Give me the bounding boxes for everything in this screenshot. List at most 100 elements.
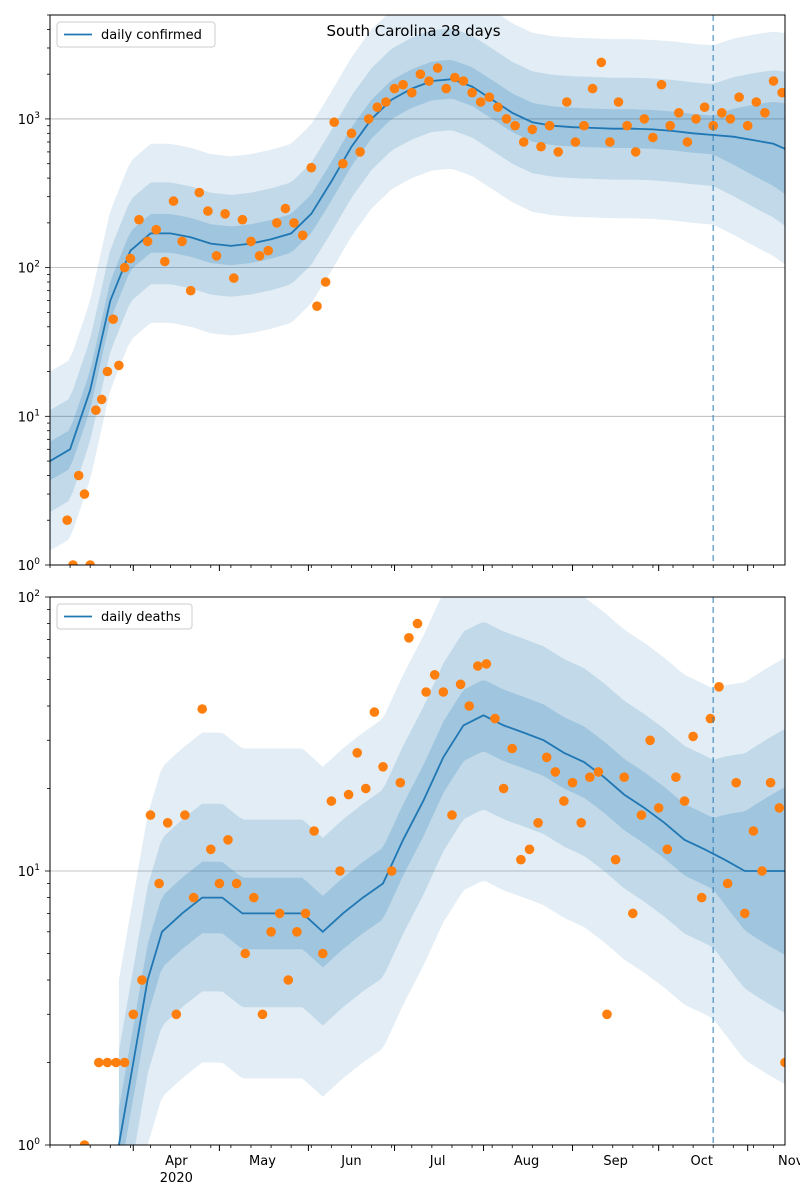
y-tick-label: 101 [18,408,40,425]
data-point [214,878,225,889]
data-point [645,735,655,746]
data-point [682,137,693,147]
uncertainty-band [118,597,785,1145]
data-point [662,844,673,855]
data-point [102,1057,113,1068]
data-point [102,366,113,377]
data-point [62,515,72,525]
data-point [742,120,753,131]
legend: daily confirmed [56,21,216,48]
data-point [507,743,517,754]
data-point [691,114,701,124]
data-point [524,844,535,855]
y-tick-label-exponent: 3 [34,111,40,121]
data-point [381,97,391,107]
data-point [518,137,529,147]
uncertainty-band [50,28,785,512]
data-point [338,158,348,169]
y-tick-label: 101 [18,863,40,880]
data-point [266,927,276,937]
y-tick-label: 100 [18,557,41,574]
legend-label: daily deaths [101,610,181,625]
y-tick-label-base: 10 [18,113,35,128]
median-line [50,78,785,462]
data-point [363,114,374,124]
y-tick-label: 103 [18,111,40,128]
data-point [306,162,317,173]
data-point [751,97,762,107]
data-point [447,810,457,820]
data-point [481,659,492,669]
data-point [421,687,431,697]
data-point [171,1009,182,1020]
data-point [134,214,144,225]
data-point [639,114,650,124]
data-point [493,102,503,112]
data-point [246,236,256,247]
x-tick-label: Sep [603,1154,628,1169]
data-point [740,908,750,919]
data-point [91,405,101,416]
data-point [180,810,190,820]
legend-box [56,603,193,630]
y-tick-label-base: 10 [18,262,35,277]
data-point [450,72,460,83]
data-point [203,206,213,216]
chart-title: South Carolina 28 days [326,22,500,40]
data-point [671,772,681,782]
data-point [748,826,759,836]
x-tick-label: Aug [514,1154,539,1169]
y-tick-label-exponent: 2 [34,260,40,270]
data-point [696,892,707,903]
data-point [628,908,638,919]
data-point [280,203,291,214]
data-point [404,633,414,643]
uncertainty-band [118,622,785,1145]
y-tick-label: 100 [18,1137,41,1154]
data-point [714,682,724,692]
data-point [455,679,466,690]
data-point [544,120,555,131]
x-tick-label: Jul [429,1154,446,1169]
data-point [389,83,400,94]
data-point [777,87,785,98]
data-point [111,1057,121,1068]
data-point [527,124,538,135]
y-tick-label: 102 [18,589,40,606]
data-point [119,1057,130,1068]
data-point [579,120,589,131]
data-point [780,1057,785,1068]
data-point [335,866,345,876]
data-point [240,948,250,959]
data-point [137,975,147,985]
data-point [567,777,578,788]
data-point [300,908,311,919]
data-point [326,796,337,806]
data-point [760,108,770,118]
y-tick-label-base: 10 [18,1139,35,1154]
data-point [587,83,598,94]
data-point [154,878,164,889]
data-point [162,818,173,828]
data-point [386,866,397,876]
data-point [613,97,624,107]
data-point [274,908,285,919]
data-point [688,731,698,742]
data-point [415,69,426,79]
y-tick-label-exponent: 1 [34,863,40,873]
data-point [768,76,779,86]
data-point [429,670,440,680]
data-point [653,803,664,813]
axes-frame [49,14,786,566]
data-point [412,618,423,629]
y-tick-label-base: 10 [18,559,35,574]
data-point [699,102,710,112]
x-tick-label: Jun [340,1154,361,1169]
y-tick-label: 102 [18,260,40,277]
data-point [151,224,161,235]
legend: daily deaths [56,603,193,630]
data-point [211,251,222,261]
data-point [605,137,615,147]
data-point [73,470,84,481]
